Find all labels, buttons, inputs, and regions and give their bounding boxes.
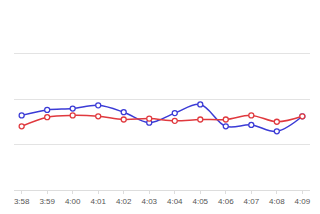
- svg-text:4:07: 4:07: [244, 197, 260, 206]
- svg-text:4:02: 4:02: [116, 197, 132, 206]
- svg-text:4:09: 4:09: [295, 197, 311, 206]
- svg-text:4:06: 4:06: [218, 197, 234, 206]
- svg-text:4:03: 4:03: [141, 197, 157, 206]
- svg-text:4:04: 4:04: [167, 197, 183, 206]
- svg-text:3:58: 3:58: [14, 197, 30, 206]
- svg-text:4:01: 4:01: [90, 197, 106, 206]
- svg-text:3:59: 3:59: [39, 197, 55, 206]
- svg-text:4:08: 4:08: [269, 197, 285, 206]
- svg-text:4:05: 4:05: [192, 197, 208, 206]
- svg-text:4:00: 4:00: [65, 197, 81, 206]
